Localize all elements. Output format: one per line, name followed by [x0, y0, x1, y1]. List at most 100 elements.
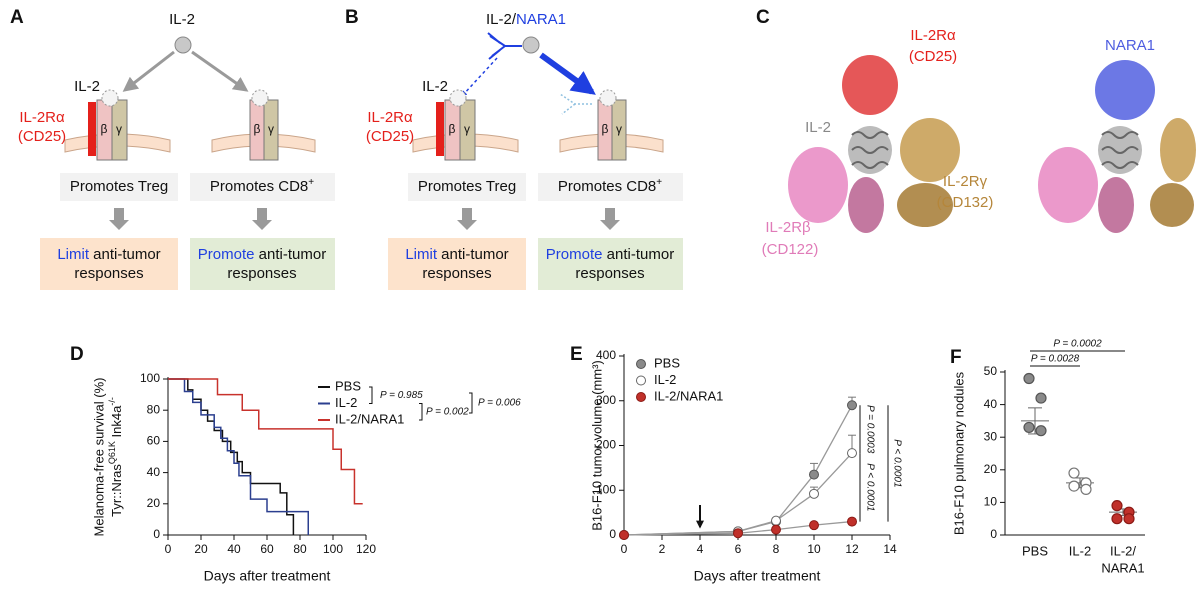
outcome-box [538, 238, 683, 290]
legend-label: PBS [654, 355, 680, 370]
series-line [623, 404, 853, 536]
y-tick-label: 10 [984, 495, 998, 509]
bound-ligand [101, 89, 119, 107]
ligand-text: IL-2/ [486, 11, 517, 28]
label: (CD25) [909, 48, 957, 65]
panel-label: E [570, 344, 583, 365]
panel-b: IL-2/NARA1 IL-2 IL-2Rα (CD25) β γ β γ Pr… [366, 11, 683, 290]
legend-swatch [636, 359, 646, 369]
series-line [168, 378, 309, 535]
beta-symbol: β [101, 122, 108, 136]
outcome: responses [227, 265, 296, 282]
x-tick-label: 20 [194, 542, 208, 556]
p-value: P = 0.0003 [864, 405, 875, 454]
bracket [419, 403, 423, 421]
gamma-symbol: γ [268, 122, 274, 136]
effect-text: Promotes CD8 [558, 178, 656, 195]
panel-label: D [70, 344, 84, 365]
legend-label: PBS [335, 378, 361, 393]
x-tick-label: 80 [293, 542, 307, 556]
y-tick-label: 300 [596, 393, 616, 407]
outcome-text: anti-tumor [255, 246, 327, 263]
receptor-gamma [611, 99, 627, 161]
outcome: responses [575, 265, 644, 282]
outcome-box [40, 238, 178, 290]
panel-label: C [756, 7, 770, 28]
marker [847, 448, 857, 459]
x-axis-label: Days after treatment [694, 568, 821, 584]
point [1023, 372, 1035, 385]
marker [809, 520, 819, 531]
p-value: P = 0.002 [426, 406, 469, 417]
x-axis-label: Days after treatment [204, 568, 331, 584]
effect-box [408, 173, 526, 201]
legend-swatch [636, 392, 646, 402]
alpha-label: IL-2Rα [19, 109, 65, 126]
y-axis-label: B16-F10 pulmonary nodules [951, 371, 966, 535]
outcome-text: anti-tumor [437, 246, 509, 263]
panel-label: F [950, 347, 962, 368]
down-arrow [252, 208, 272, 230]
gamma-symbol: γ [616, 122, 622, 136]
outcome-box [388, 238, 526, 290]
x-tick-label: 10 [807, 542, 821, 556]
y-tick-label: 0 [609, 527, 616, 541]
panel-label: A [10, 7, 24, 28]
effect: Promotes Treg [70, 178, 168, 195]
outcome-box [190, 238, 335, 290]
label-part: Tyr::Nras [109, 464, 124, 517]
y-tick-label: 20 [984, 462, 998, 476]
outcome: Promote anti-tumor [198, 246, 326, 263]
outcome-key: Promote [198, 246, 255, 263]
alpha-label: IL-2Rα [367, 109, 413, 126]
outcome: Limit anti-tumor [405, 246, 508, 263]
p-value: P < 0.0001 [891, 439, 902, 487]
x-tick-label: 0 [165, 542, 172, 556]
y-tick-label: 40 [984, 397, 998, 411]
series-line [168, 378, 295, 535]
label: (CD132) [937, 194, 994, 211]
y-axis-label: B16-F10 tumor volume (mm³) [589, 360, 604, 530]
y-tick-label: 30 [984, 429, 998, 443]
empty-site [251, 89, 269, 107]
label: IL-2Rγ [943, 173, 988, 190]
x-tick-label: 0 [621, 542, 628, 556]
x-tick-label: 60 [260, 542, 274, 556]
y-tick-label: 200 [596, 438, 616, 452]
y-tick-label: 20 [147, 496, 161, 510]
outcome: responses [422, 265, 491, 282]
bracket [369, 386, 373, 404]
x-tick-label: 40 [227, 542, 241, 556]
superscript: + [308, 177, 314, 188]
ligand [522, 36, 540, 54]
point [1023, 421, 1035, 434]
receptor-gamma [111, 99, 128, 161]
alpha-cd: (CD25) [18, 128, 66, 145]
marker [619, 530, 629, 540]
outcome-text: anti-tumor [603, 246, 675, 263]
legend-label: IL-2/NARA1 [335, 411, 404, 426]
p-value: P = 0.985 [380, 390, 423, 401]
outcome: responses [74, 265, 143, 282]
outcome: Limit anti-tumor [57, 246, 160, 263]
gamma-symbol: γ [464, 122, 470, 136]
point [1111, 513, 1123, 525]
structure [1038, 60, 1196, 233]
down-arrow [457, 208, 477, 230]
ligand-label: IL-2/NARA1 [486, 11, 566, 28]
p-value: P = 0.0028 [1031, 354, 1080, 365]
beta-symbol: β [449, 122, 456, 136]
y-tick-label: 100 [140, 371, 160, 385]
outcome-key: Limit [405, 246, 438, 263]
label-part: Ink4a [109, 405, 124, 441]
y-axis-label: Melanoma-free survival (%) [91, 378, 106, 537]
antibody-text: NARA1 [516, 11, 566, 28]
p-value: P = 0.006 [478, 398, 521, 409]
effect: Promotes Treg [418, 178, 516, 195]
alpha-cd: (CD25) [366, 128, 414, 145]
ligand-label: IL-2 [169, 11, 195, 28]
legend-label: IL-2/NARA1 [654, 388, 723, 403]
x-tick-label: 14 [883, 542, 897, 556]
effect-box [190, 173, 335, 201]
point [1068, 480, 1080, 492]
